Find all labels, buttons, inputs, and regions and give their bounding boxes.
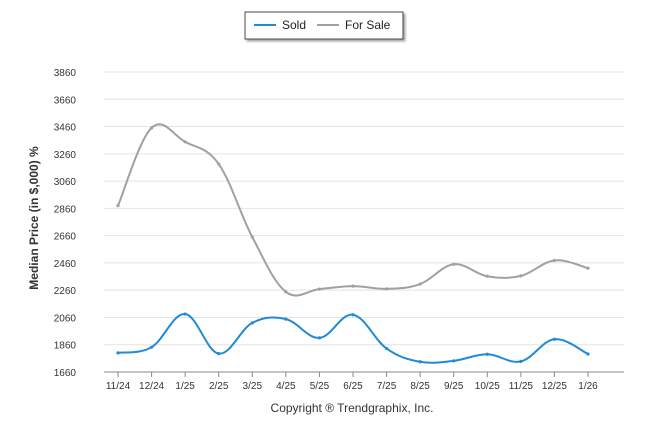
x-tick-label: 2/25 (209, 381, 229, 392)
for-sale-point (217, 162, 221, 166)
y-tick-label: 2460 (54, 259, 77, 270)
legend-item-sold: Sold (254, 18, 306, 32)
for-sale-line (117, 123, 589, 297)
sold-point (384, 346, 389, 351)
grid-lines (104, 71, 624, 373)
sold-point (284, 317, 288, 321)
sold-point (183, 312, 187, 316)
sold-point (351, 313, 355, 317)
sold-point (149, 345, 154, 349)
x-tick-label: 8/25 (410, 381, 430, 392)
x-tick-label: 6/25 (343, 381, 363, 392)
x-tick-label: 9/25 (444, 381, 464, 392)
y-tick-label: 2060 (54, 313, 77, 324)
series-for-sale (116, 123, 590, 297)
x-tick-label: 1/25 (175, 381, 195, 392)
for-sale-point (250, 235, 254, 239)
x-tick-label: 11/25 (509, 381, 534, 392)
legend-item-for-sale: For Sale (317, 18, 391, 32)
sold-line (117, 313, 589, 364)
for-sale-point (351, 284, 355, 288)
y-tick-label: 3060 (54, 177, 77, 188)
legend-label: Sold (282, 18, 306, 32)
y-tick-label: 3660 (54, 95, 77, 106)
sold-point (586, 352, 590, 356)
sold-point (418, 360, 422, 364)
x-tick-label: 4/25 (276, 381, 296, 392)
x-tick-label: 10/25 (475, 381, 500, 392)
series-lines (116, 123, 590, 364)
y-tick-label: 3860 (54, 68, 77, 79)
x-tick-label: 12/24 (139, 381, 164, 392)
sold-point (552, 337, 557, 341)
for-sale-point (485, 274, 489, 278)
y-tick-label: 2260 (54, 286, 77, 297)
y-tick-label: 3460 (54, 123, 77, 134)
y-tick-label: 2660 (54, 232, 77, 243)
y-tick-label: 1660 (54, 368, 77, 379)
for-sale-point (149, 126, 154, 130)
for-sale-point (519, 274, 523, 278)
x-axis-tick-labels: 11/24 12/24 1/25 2/25 3/25 4/25 5/25 6/25 7/25 8/… (106, 381, 598, 392)
for-sale-point (586, 266, 590, 270)
sold-point (519, 359, 523, 363)
for-sale-point (418, 282, 422, 286)
sold-point (217, 351, 221, 356)
for-sale-point (183, 140, 187, 144)
y-tick-label: 2860 (54, 204, 77, 215)
x-tick-label: 5/25 (310, 381, 330, 392)
x-tick-label: 12/25 (542, 381, 567, 392)
x-tick-label: 7/25 (377, 381, 397, 392)
y-axis-label: Median Price (in $,000) % (27, 146, 41, 290)
legend: Sold For Sale (244, 11, 404, 40)
for-sale-point (116, 204, 120, 208)
sold-point (317, 336, 322, 340)
for-sale-point (317, 287, 322, 291)
x-tick-label: 11/24 (106, 381, 131, 392)
series-sold (116, 312, 590, 364)
for-sale-point (284, 290, 288, 294)
y-tick-label: 3260 (54, 150, 77, 161)
for-sale-point (452, 262, 456, 266)
for-sale-point (384, 287, 389, 291)
sold-point (116, 351, 120, 355)
legend-label: For Sale (345, 18, 391, 32)
y-axis-tick-labels: 1660 1860 2060 2260 2460 2660 2860 3060 3260 3460… (54, 68, 77, 379)
y-tick-label: 1860 (54, 341, 77, 352)
x-tick-label: 3/25 (243, 381, 263, 392)
sold-point (485, 352, 489, 356)
x-tick-label: 1/26 (578, 381, 598, 392)
copyright-footer: Copyright ® Trendgraphix, Inc. (271, 401, 434, 415)
sold-point (452, 359, 456, 363)
sold-point (250, 321, 254, 325)
for-sale-point (552, 258, 557, 263)
axes (104, 371, 624, 377)
